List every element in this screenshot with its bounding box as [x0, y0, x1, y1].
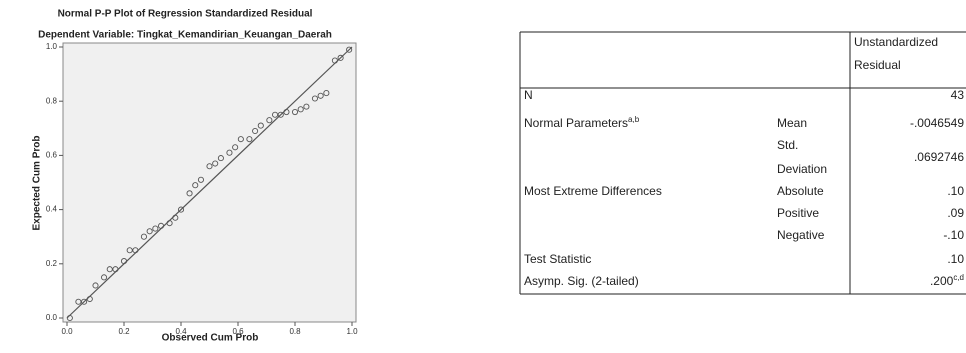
point	[132, 247, 139, 254]
point	[317, 92, 324, 99]
cell-value: .0692746	[914, 150, 964, 164]
point	[86, 295, 93, 303]
point	[157, 222, 165, 229]
point	[177, 206, 185, 213]
row-sublabel: Mean	[777, 116, 807, 130]
point	[277, 111, 284, 118]
row-sublabel: Absolute	[777, 184, 824, 198]
y-axis-label: Expected Cum Prob	[32, 135, 43, 230]
row-label-text: Asymp. Sig. (2-tailed)	[524, 274, 639, 288]
cell-value-text: .09	[947, 206, 964, 220]
point	[92, 282, 99, 289]
footnote-mark: a,b	[628, 115, 640, 124]
row-sublabel: Deviation	[777, 162, 827, 176]
x-tick-label: 0.8	[289, 327, 301, 336]
y-tick-label: 0.8	[46, 96, 58, 105]
row-label-text: N	[524, 88, 533, 102]
point	[212, 160, 219, 167]
footnote-mark: c,d	[953, 273, 964, 282]
row-label-text: Normal Parameters	[524, 116, 628, 130]
cell-value-text: -.0046549	[910, 116, 964, 130]
point	[246, 136, 253, 143]
row-sublabel: Std.	[777, 138, 798, 152]
point	[197, 176, 204, 183]
row-sublabel: Negative	[777, 228, 825, 242]
y-tick-label: 0.6	[46, 151, 58, 160]
y-tick-label: 0.2	[46, 259, 58, 268]
point	[291, 108, 299, 116]
reference-line	[66, 46, 353, 319]
point	[283, 108, 290, 116]
cell-value: .200c,d	[930, 273, 964, 288]
point	[346, 46, 353, 53]
cell-value-text: 43	[951, 88, 965, 102]
x-tick-label: 0.0	[61, 327, 73, 336]
point	[232, 144, 239, 151]
cell-value-text: .200	[930, 274, 954, 288]
x-tick-label: 0.4	[175, 327, 187, 336]
point	[120, 258, 128, 265]
chart-subtitle: Dependent Variable: Tingkat_Kemandirian_…	[38, 30, 332, 41]
point	[337, 54, 344, 61]
point	[331, 57, 338, 64]
row-label: N	[524, 88, 533, 102]
point	[66, 314, 73, 322]
point	[257, 122, 264, 129]
point	[146, 228, 153, 235]
y-tick-label: 0.4	[46, 205, 58, 214]
y-tick-label: 1.0	[46, 42, 58, 51]
cell-value-text: -.10	[943, 228, 964, 242]
point	[112, 266, 119, 273]
point	[217, 155, 224, 162]
chart-title: Normal P-P Plot of Regression Standardiz…	[58, 9, 313, 20]
x-tick-label: 1.0	[346, 327, 358, 336]
point	[75, 298, 82, 305]
point	[152, 225, 159, 232]
point	[192, 182, 199, 189]
cell-value-text: .10	[947, 184, 964, 198]
row-sublabel: Positive	[777, 206, 819, 220]
column-header: Residual	[854, 58, 901, 72]
point	[140, 233, 147, 240]
row-label: Test Statistic	[524, 252, 591, 266]
cell-value-text: .10	[947, 252, 964, 266]
row-label-text: Test Statistic	[524, 252, 591, 266]
x-tick-label: 0.6	[232, 327, 244, 336]
point	[252, 127, 259, 135]
point	[172, 214, 179, 221]
cell-value: .09	[947, 206, 964, 220]
point	[186, 190, 193, 197]
y-tick-label: 0.0	[46, 313, 58, 322]
point	[311, 95, 319, 102]
point	[81, 298, 88, 305]
point	[106, 266, 113, 273]
cell-value-text: .0692746	[914, 150, 964, 164]
point	[266, 117, 273, 124]
point	[303, 103, 310, 110]
row-label: Most Extreme Differences	[524, 184, 662, 198]
row-label: Asymp. Sig. (2-tailed)	[524, 274, 639, 288]
point	[323, 90, 330, 97]
point	[271, 111, 279, 118]
point	[126, 247, 133, 254]
point	[206, 163, 213, 170]
cell-value: .10	[947, 184, 964, 198]
x-axis-label: Observed Cum Prob	[162, 333, 259, 344]
x-tick-label: 0.2	[118, 327, 130, 336]
row-label: Normal Parametersa,b	[524, 115, 640, 130]
column-header: Unstandardized	[854, 35, 938, 49]
point	[226, 149, 233, 156]
cell-value: -.0046549	[910, 116, 964, 130]
cell-value: .10	[947, 252, 964, 266]
cell-value: 43	[951, 88, 965, 102]
cell-value: -.10	[943, 228, 964, 242]
point	[166, 220, 173, 227]
row-label-text: Most Extreme Differences	[524, 184, 662, 198]
point	[101, 274, 108, 281]
point	[237, 136, 244, 143]
point	[297, 106, 304, 113]
